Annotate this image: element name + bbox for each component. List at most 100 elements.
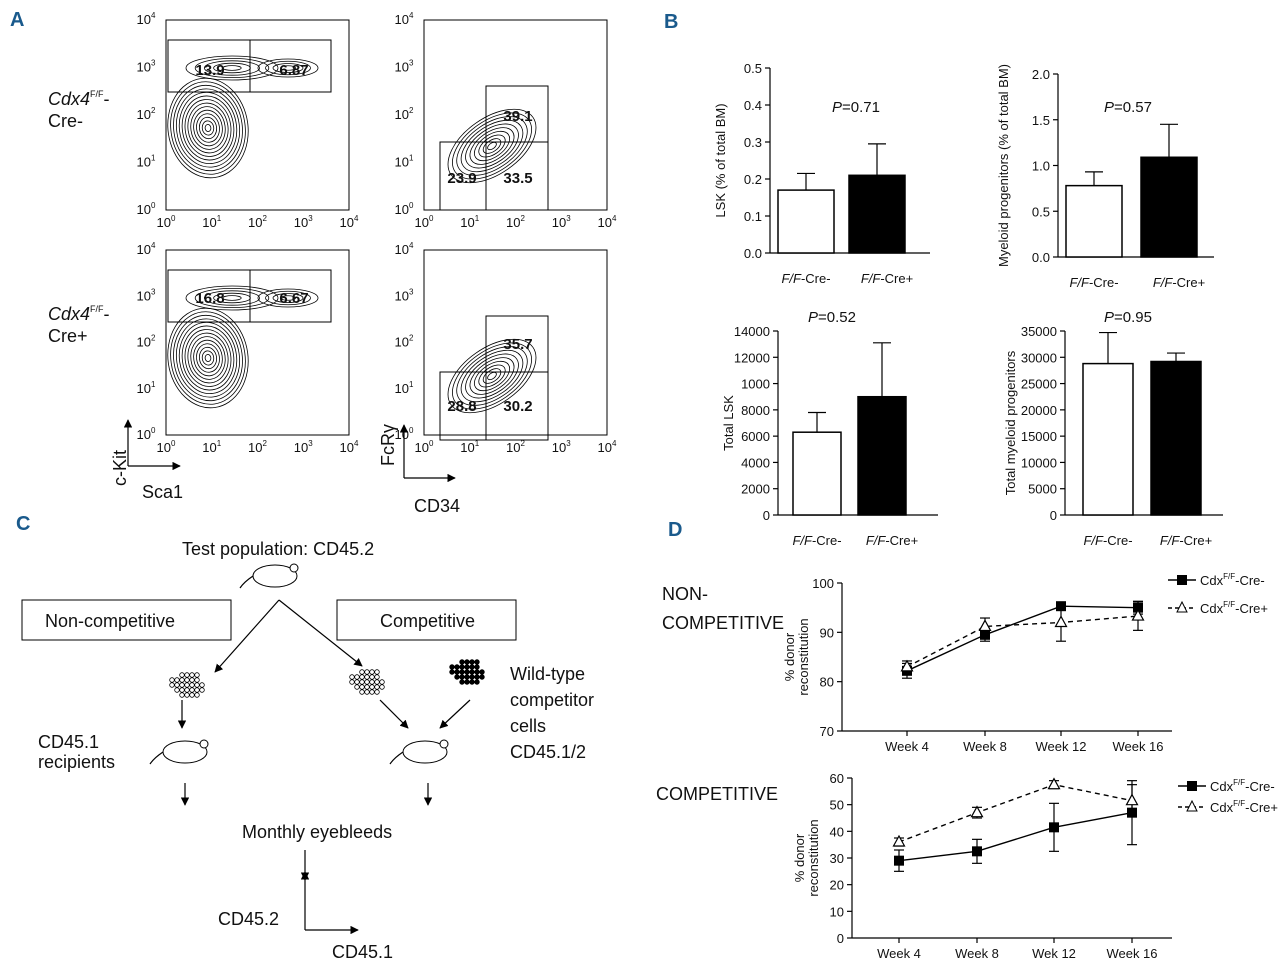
cell <box>449 664 455 670</box>
plot-a3-contour <box>196 343 220 373</box>
line-ytick-label: 40 <box>830 824 844 839</box>
cell <box>364 679 370 685</box>
plot-a2-ytick: 101 <box>395 154 414 170</box>
bar-ytick-label: 30000 <box>1021 350 1057 365</box>
data-point-square <box>1049 822 1059 833</box>
cell <box>194 672 200 678</box>
flow-percentage: 28.8 <box>447 398 476 415</box>
line-xtick-label: Wek 12 <box>1032 946 1076 961</box>
plot-a4-ytick: 101 <box>395 380 414 396</box>
data-point-square <box>972 846 982 857</box>
plot-a1-contour <box>173 84 243 172</box>
plot-a3-contour <box>204 354 212 362</box>
recipients-line1: CD45.1 <box>38 732 99 752</box>
flow-cytometry-panel: 1001001011011021021031031041041001001011… <box>137 11 617 455</box>
plot-a1-contour <box>170 81 246 175</box>
cell <box>369 689 375 695</box>
bar-ytick-label: 14000 <box>734 324 770 339</box>
cell <box>469 669 475 675</box>
data-point-triangle <box>1047 777 1061 790</box>
data-point-triangle <box>892 834 906 847</box>
arrow-down-2 <box>379 699 409 729</box>
noncomp-title-line1: NON- <box>662 584 708 604</box>
flow-percentage: 35.7 <box>503 336 532 353</box>
line-ytick-label: 30 <box>830 851 844 866</box>
bar-myeloid_pct-1 <box>1140 156 1198 258</box>
plot-a1-ytick: 102 <box>137 106 156 122</box>
plot-a2-xtick: 100 <box>415 214 434 230</box>
bar-y-label: LSK (% of total BM) <box>713 103 728 217</box>
cell <box>379 679 385 685</box>
arrow-down-3 <box>439 699 471 729</box>
plot-a1-contour <box>201 120 215 136</box>
plot-a3-contour <box>203 290 260 306</box>
plot-a1-ytick: 103 <box>137 59 156 75</box>
cell <box>379 684 385 690</box>
cell <box>454 674 460 680</box>
legend-label: CdxF/F-Cre- <box>1200 572 1265 588</box>
data-point-triangle <box>970 805 984 818</box>
plot-a4-contour <box>447 338 537 414</box>
plot-a4-contour <box>456 346 528 406</box>
noncompetitive-label: Non-competitive <box>45 611 175 631</box>
cell <box>359 684 365 690</box>
plot-a1-contour <box>181 95 235 161</box>
plot-a3-contour <box>201 350 215 366</box>
p-value: P=0.95 <box>1104 309 1152 326</box>
plot-a3-contour <box>257 288 319 308</box>
plot-a1-contour <box>265 60 311 76</box>
plot-a1-contour <box>194 58 270 79</box>
cell <box>354 674 360 680</box>
wildtype-line2: competitor <box>510 690 594 710</box>
plot-a3-xtick: 103 <box>294 439 313 455</box>
monthly-eyebleeds: Monthly eyebleeds <box>242 822 392 842</box>
bar-ytick-label: 0.5 <box>1032 204 1050 219</box>
plot-a2-contour <box>465 123 519 169</box>
cell <box>189 692 195 698</box>
plot-a1-contour <box>257 58 319 78</box>
mouse-recipient-1 <box>149 739 209 765</box>
competitive-label: Competitive <box>380 611 475 631</box>
cell <box>369 684 375 690</box>
line-ytick-label: 50 <box>830 798 844 813</box>
plot-a1-xtick: 102 <box>248 214 267 230</box>
plot-a1-frame <box>165 19 350 211</box>
plot-a1-xtick: 101 <box>202 214 221 230</box>
plot-a1-ytick: 104 <box>137 11 156 27</box>
line-xtick-label: Week 8 <box>963 739 1007 754</box>
cell <box>374 689 380 695</box>
line-ytick-label: 10 <box>830 904 844 919</box>
plot-a4-xtick: 100 <box>415 439 434 455</box>
cell <box>469 674 475 680</box>
cell <box>189 682 195 688</box>
arrow-to-noncomp <box>214 599 280 673</box>
cell <box>469 659 475 665</box>
plot-a2-contour <box>469 127 515 165</box>
plot-a4-contour <box>487 371 497 381</box>
data-point-triangle <box>1125 793 1139 806</box>
line-xtick-label: Week 4 <box>885 739 929 754</box>
plot-a1-contour <box>193 109 223 147</box>
plot-a2-gate-high <box>485 85 549 143</box>
line-xtick-label: Week 16 <box>1106 946 1157 961</box>
line-ytick-label: 90 <box>820 625 834 640</box>
series-line-0 <box>906 605 1139 672</box>
plot-a1-contour <box>187 102 229 154</box>
flow-percentage: 30.2 <box>503 398 532 415</box>
plot-a1-contour <box>178 92 238 164</box>
bar-ytick-label: 25000 <box>1021 377 1057 392</box>
line-y-label: % donor <box>792 833 807 882</box>
plot-a1-ytick: 101 <box>137 154 156 170</box>
cell <box>374 684 380 690</box>
plot-a4-xtick: 103 <box>552 439 571 455</box>
row1-label: Cdx4F/F- <box>48 89 110 109</box>
bar-category-label: F/F-Cre+ <box>1153 275 1205 290</box>
bar-y-label: Total myeloid progenitors <box>1003 350 1018 495</box>
plot-a4-contour <box>474 360 510 392</box>
cell <box>464 659 470 665</box>
plot-a3-contour <box>187 332 229 384</box>
plot-a3-ytick: 103 <box>137 287 156 303</box>
cell <box>454 669 460 675</box>
bar-category-label: F/F-Cre+ <box>1160 533 1212 548</box>
cell <box>364 689 370 695</box>
